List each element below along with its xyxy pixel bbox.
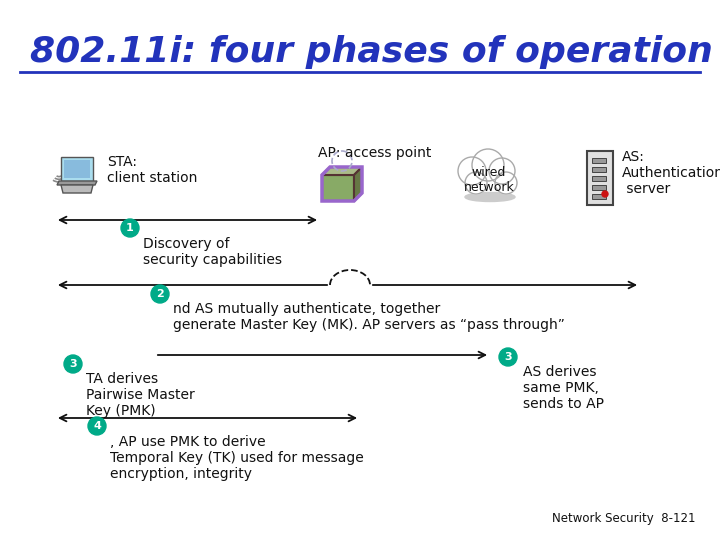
Text: AS derives
same PMK,
sends to AP: AS derives same PMK, sends to AP [523, 365, 604, 411]
FancyBboxPatch shape [592, 158, 606, 163]
Text: , AP use PMK to derive
Temporal Key (TK) used for message
encryption, integrity: , AP use PMK to derive Temporal Key (TK)… [110, 435, 364, 481]
Ellipse shape [465, 192, 515, 201]
Circle shape [121, 219, 139, 237]
FancyBboxPatch shape [587, 151, 613, 205]
FancyBboxPatch shape [592, 185, 606, 190]
Text: TA derives
Pairwise Master
Key (PMK): TA derives Pairwise Master Key (PMK) [86, 372, 194, 418]
Circle shape [602, 191, 608, 197]
Text: 1: 1 [126, 223, 134, 233]
Text: Network Security  8-121: Network Security 8-121 [552, 512, 695, 525]
FancyBboxPatch shape [592, 194, 606, 199]
Polygon shape [322, 167, 362, 175]
Text: 4: 4 [93, 421, 101, 431]
Text: wired
network: wired network [464, 166, 514, 194]
Polygon shape [322, 175, 354, 201]
Polygon shape [57, 181, 97, 185]
Polygon shape [61, 157, 93, 181]
Circle shape [499, 348, 517, 366]
Text: 3: 3 [504, 352, 512, 362]
Circle shape [489, 158, 515, 184]
Text: AP: access point: AP: access point [318, 146, 431, 160]
Circle shape [458, 157, 486, 185]
Circle shape [88, 417, 106, 435]
Circle shape [465, 172, 487, 194]
Polygon shape [354, 167, 362, 201]
Text: Discovery of
security capabilities: Discovery of security capabilities [143, 237, 282, 267]
Text: nd AS mutually authenticate, together
generate Master Key (MK). AP servers as “p: nd AS mutually authenticate, together ge… [173, 302, 565, 332]
Circle shape [151, 285, 169, 303]
Circle shape [64, 355, 82, 373]
Text: 2: 2 [156, 289, 164, 299]
FancyBboxPatch shape [592, 176, 606, 181]
Text: 3: 3 [69, 359, 77, 369]
Text: STA:
client station: STA: client station [107, 155, 197, 185]
Text: AS:
Authentication
 server: AS: Authentication server [622, 150, 720, 196]
Polygon shape [64, 160, 90, 178]
Circle shape [472, 149, 504, 181]
Polygon shape [61, 185, 93, 193]
Circle shape [495, 172, 517, 194]
Text: 802.11i: four phases of operation: 802.11i: four phases of operation [30, 35, 713, 69]
FancyBboxPatch shape [592, 167, 606, 172]
